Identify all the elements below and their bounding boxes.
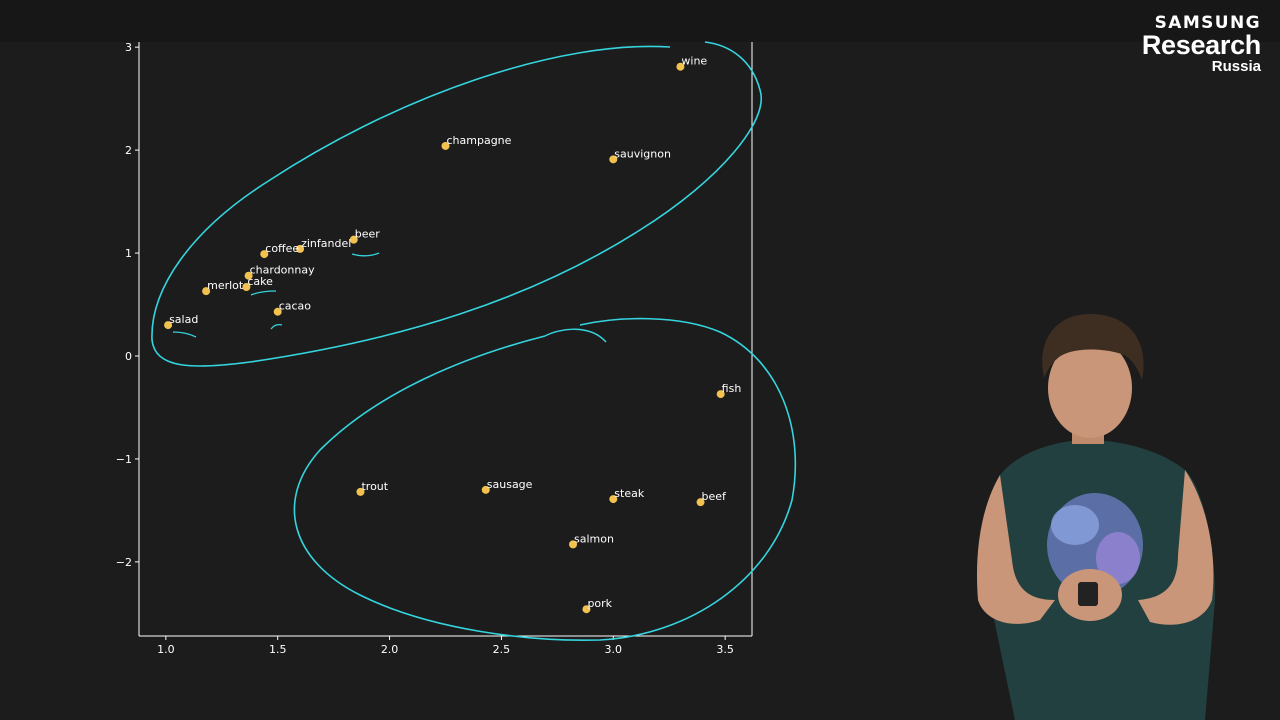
y-tick-label: 2	[125, 144, 132, 157]
point-label-trout: trout	[361, 480, 388, 493]
data-point-pork	[582, 605, 591, 614]
x-tick-label: 2.5	[493, 643, 511, 656]
point-label-zinfandel: zinfandel	[301, 237, 351, 250]
point-label-steak: steak	[614, 487, 645, 500]
presenter-left-arm	[976, 475, 1055, 624]
point-label-cacao: cacao	[279, 300, 312, 313]
phone	[1078, 582, 1098, 606]
data-point-salmon	[569, 540, 578, 549]
x-tick-label: 2.0	[381, 643, 399, 656]
point-label-merlot: merlot	[207, 279, 244, 292]
data-point-sauvignon	[609, 155, 618, 164]
y-tick-label: 1	[125, 247, 132, 260]
presenter-figure	[976, 314, 1215, 720]
x-tick-label: 3.0	[605, 643, 623, 656]
point-label-coffee: coffee	[265, 242, 299, 255]
data-points: wine champagne sauvignon beer zinfandelcoffe…	[164, 55, 741, 614]
data-point-cacao	[273, 307, 282, 316]
samsung-research-logo: SAMSUNG Research Russia	[1101, 14, 1261, 75]
hand-drawn-annotations	[151, 41, 797, 642]
data-point-salad	[164, 321, 173, 330]
data-point-merlot	[202, 287, 211, 296]
annotation-foods-hook	[544, 328, 607, 343]
point-label-sauvignon: sauvignon	[614, 147, 671, 160]
y-tick-label: −1	[116, 453, 132, 466]
data-point-zinfandel	[296, 244, 305, 253]
annotation-mark-salad	[172, 331, 197, 338]
point-label-wine: wine	[681, 55, 707, 68]
presenter-hair	[1042, 314, 1144, 380]
logo-title: Research	[1141, 30, 1261, 60]
annotation-mark-beer	[351, 252, 380, 257]
data-point-beef	[696, 498, 705, 507]
x-tick-label: 1.5	[269, 643, 287, 656]
y-tick-label: 3	[125, 41, 132, 54]
data-point-trout	[356, 487, 365, 496]
data-point-champagne	[441, 141, 450, 150]
data-point-wine	[676, 62, 685, 71]
point-label-beef: beef	[702, 490, 728, 503]
data-point-steak	[609, 495, 618, 504]
y-tick-label: −2	[116, 556, 132, 569]
logo-brand: SAMSUNG	[1154, 13, 1261, 33]
data-point-beer	[349, 235, 358, 244]
x-tick-label: 3.5	[716, 643, 734, 656]
point-label-champagne: champagne	[447, 134, 512, 147]
data-point-sausage	[481, 485, 490, 494]
point-label-cake: cake	[247, 275, 273, 288]
point-label-salad: salad	[169, 313, 198, 326]
point-label-salmon: salmon	[574, 532, 614, 545]
y-tick-label: 0	[125, 350, 132, 363]
x-tick-label: 1.0	[157, 643, 175, 656]
point-label-chardonnay: chardonnay	[250, 264, 315, 277]
point-label-beer: beer	[355, 228, 381, 241]
data-point-cake	[242, 283, 251, 292]
top-bar	[0, 0, 1280, 42]
logo-subtitle: Russia	[1211, 58, 1261, 75]
shirt-print-blob-2	[1051, 505, 1099, 545]
annotation-mark-cake	[250, 290, 277, 296]
data-point-coffee	[260, 250, 269, 259]
chart-axes: 1.0 1.5 2.0 2.5 3.0 3.5 −2 −1 0 1 2 3	[116, 41, 753, 656]
data-point-fish	[716, 390, 725, 399]
point-label-pork: pork	[587, 597, 612, 610]
presenter-face	[1048, 338, 1132, 438]
annotation-cluster-foods	[293, 317, 797, 642]
data-point-chardonnay	[244, 271, 253, 280]
point-label-fish: fish	[722, 382, 742, 395]
annotation-cluster-drinks	[151, 41, 763, 367]
presenter-right-arm	[1138, 470, 1214, 625]
shirt-print-blob-3	[1096, 532, 1140, 584]
annotation-mark-cacao	[270, 323, 283, 330]
point-label-sausage: sausage	[487, 478, 533, 491]
